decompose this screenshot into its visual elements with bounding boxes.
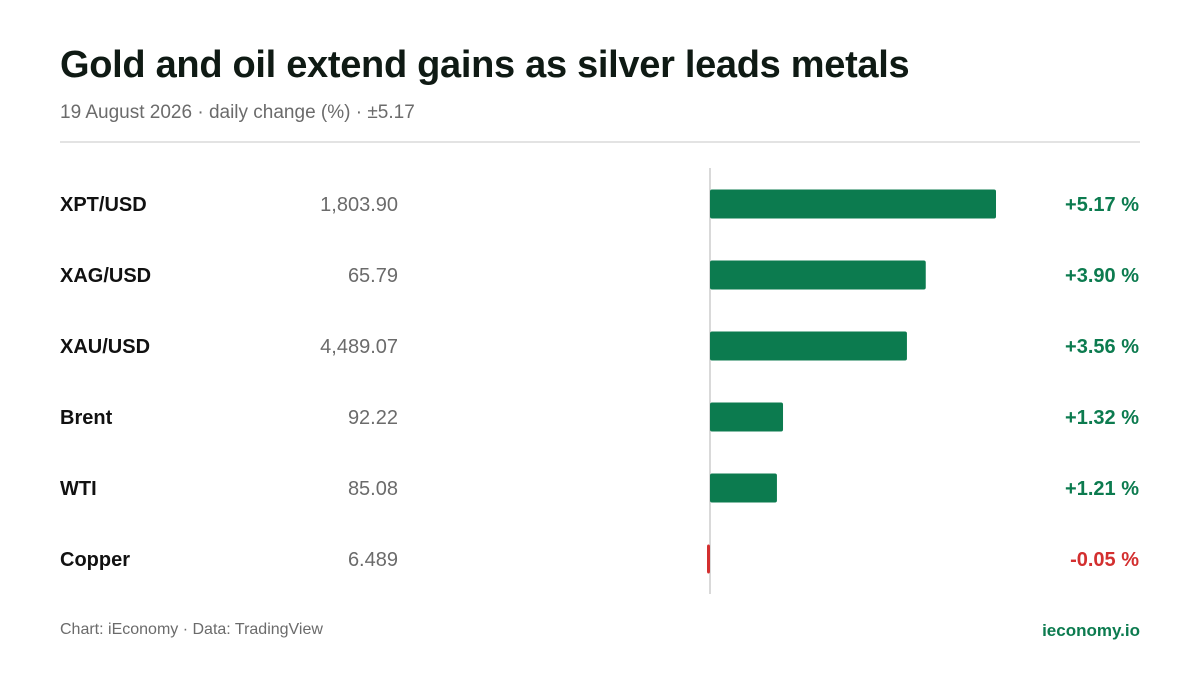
- row-price: 4,489.07: [320, 336, 398, 358]
- row-price: 6.489: [348, 549, 398, 571]
- row-label: XPT/USD: [60, 194, 147, 216]
- bar: [710, 403, 783, 432]
- row-price: 1,803.90: [320, 194, 398, 216]
- bar: [710, 261, 926, 290]
- row-label: Brent: [60, 407, 113, 429]
- row-label: WTI: [60, 478, 97, 500]
- footer-source: Chart: iEconomy · Data: TradingView: [60, 621, 323, 639]
- value-label: +3.90 %: [1065, 265, 1139, 287]
- row-price: 85.08: [348, 478, 398, 500]
- value-label: -0.05 %: [1070, 549, 1139, 571]
- row-price: 92.22: [348, 407, 398, 429]
- bar: [710, 474, 777, 503]
- value-label: +1.21 %: [1065, 478, 1139, 500]
- value-label: +1.32 %: [1065, 407, 1139, 429]
- value-label: +5.17 %: [1065, 194, 1139, 216]
- row-price: 65.79: [348, 265, 398, 287]
- row-label: Copper: [60, 549, 130, 571]
- bar: [710, 190, 996, 219]
- bar: [710, 332, 907, 361]
- bar: [707, 545, 710, 574]
- footer-brand-link[interactable]: ieconomy.io: [1042, 621, 1140, 641]
- row-label: XAG/USD: [60, 265, 151, 287]
- value-label: +3.56 %: [1065, 336, 1139, 358]
- row-label: XAU/USD: [60, 336, 150, 358]
